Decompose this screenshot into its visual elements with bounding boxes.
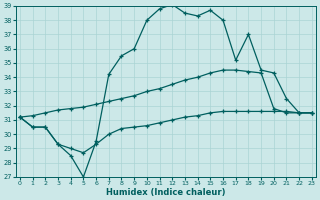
X-axis label: Humidex (Indice chaleur): Humidex (Indice chaleur) xyxy=(106,188,226,197)
